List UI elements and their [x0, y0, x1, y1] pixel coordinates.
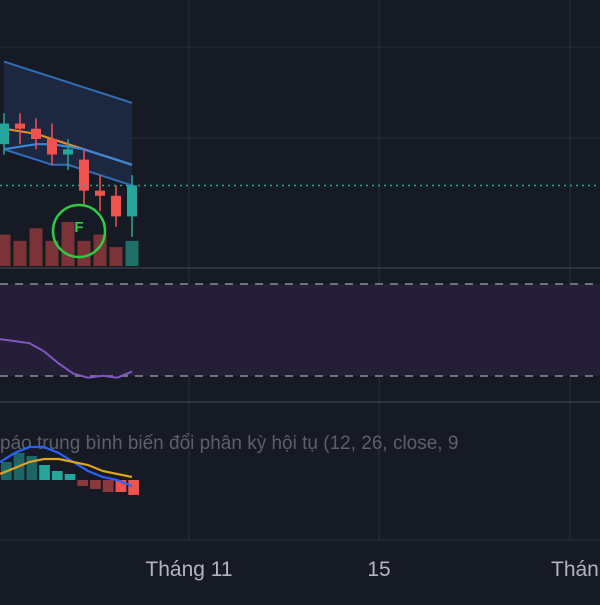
- rsi-line: [0, 338, 133, 379]
- candlestick: [15, 113, 25, 145]
- macd-histogram-bar: [102, 480, 114, 492]
- price-pane[interactable]: F: [0, 60, 600, 266]
- macd-histogram-bar: [51, 471, 63, 480]
- volume-bar: [45, 240, 59, 266]
- macd-histogram-bar: [64, 474, 76, 480]
- candlestick: [111, 185, 121, 227]
- candlestick: [31, 118, 41, 150]
- volume-bar: [125, 240, 139, 266]
- volume-bar: [61, 222, 75, 266]
- candle-body: [95, 190, 105, 196]
- signal-marker-circle: [51, 203, 107, 259]
- time-axis-label: Thán: [551, 558, 599, 581]
- volume-bars: [0, 222, 139, 266]
- macd-legend[interactable]: páo trung bình biến đổi phân kỳ hội tụ (…: [0, 433, 458, 454]
- rsi-pane[interactable]: [0, 283, 600, 379]
- candle-body: [79, 159, 89, 191]
- candle-body: [31, 128, 41, 139]
- signal-marker-label: F: [74, 219, 83, 236]
- macd-histogram-bar: [90, 480, 101, 489]
- candlestick: [95, 175, 105, 212]
- candlestick: [63, 139, 73, 170]
- macd-signal-line: [0, 457, 133, 479]
- candlestick: [0, 113, 9, 155]
- candle-body: [111, 195, 121, 217]
- time-axis[interactable]: Tháng 11 15 Thán: [145, 558, 598, 581]
- candlestick: [47, 123, 57, 165]
- macd-histogram-bar: [77, 480, 89, 486]
- signal-marker[interactable]: F: [51, 203, 107, 259]
- candle-body: [127, 185, 137, 217]
- candle-body: [47, 139, 57, 155]
- time-axis-label: 15: [367, 558, 390, 581]
- grid-lines: [0, 0, 600, 540]
- candle-body: [63, 149, 73, 155]
- candle-body: [0, 123, 9, 145]
- bollinger-upper-line: [3, 60, 133, 104]
- candlestick: [79, 149, 89, 207]
- macd-histogram-bar: [26, 456, 38, 480]
- candle-body: [15, 123, 25, 129]
- volume-bar: [109, 247, 123, 266]
- macd-histogram-bar: [128, 480, 139, 495]
- volume-bar: [77, 240, 91, 266]
- rsi-band-fill: [0, 284, 600, 376]
- time-axis-label: Tháng 11: [145, 558, 232, 581]
- macd-histogram-bar: [39, 465, 50, 480]
- macd-histogram-bar: [115, 480, 127, 492]
- volume-bar: [13, 240, 27, 266]
- volume-bar: [29, 228, 43, 266]
- volume-bar: [0, 234, 11, 266]
- macd-pane[interactable]: páo trung bình biến đổi phân kỳ hội tụ (…: [0, 433, 458, 495]
- macd-line: [0, 445, 133, 488]
